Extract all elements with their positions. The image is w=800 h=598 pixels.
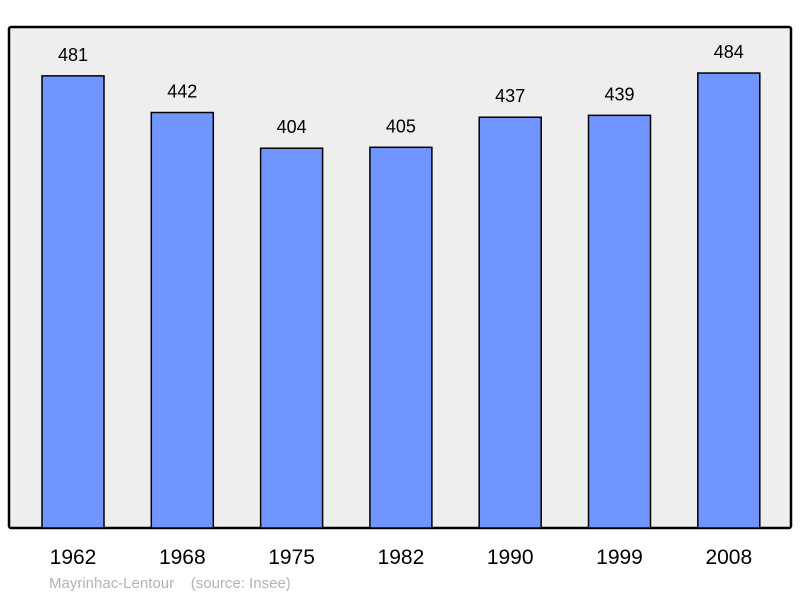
x-tick-label: 1982: [378, 546, 425, 569]
x-tick-label: 1975: [268, 546, 315, 569]
data-label-1982: 405: [386, 116, 416, 136]
bar-2008: [697, 72, 761, 529]
data-label-1975: 404: [277, 117, 307, 137]
x-tick-label: 2008: [705, 546, 752, 569]
x-tick-label: 1968: [159, 546, 206, 569]
bar-1990: [478, 116, 542, 529]
bar-1999: [587, 114, 652, 529]
bar-1982: [369, 146, 433, 529]
x-tick-label: 1999: [596, 546, 643, 569]
bar-1962: [41, 75, 105, 529]
data-label-2008: 484: [714, 42, 744, 62]
chart-footer: Mayrinhac-Lentour (source: Insee): [49, 575, 291, 592]
bar-1968: [150, 111, 215, 529]
place-name: Mayrinhac-Lentour: [49, 575, 175, 592]
bar-1975: [259, 147, 324, 529]
data-label-1962: 481: [58, 45, 88, 65]
data-label-1999: 439: [604, 84, 634, 104]
data-label-1990: 437: [495, 86, 525, 106]
source-note: (source: Insee): [190, 575, 291, 592]
x-tick-label: 1962: [50, 546, 97, 569]
x-tick-label: 1990: [487, 546, 534, 569]
data-label-1968: 442: [167, 82, 197, 102]
